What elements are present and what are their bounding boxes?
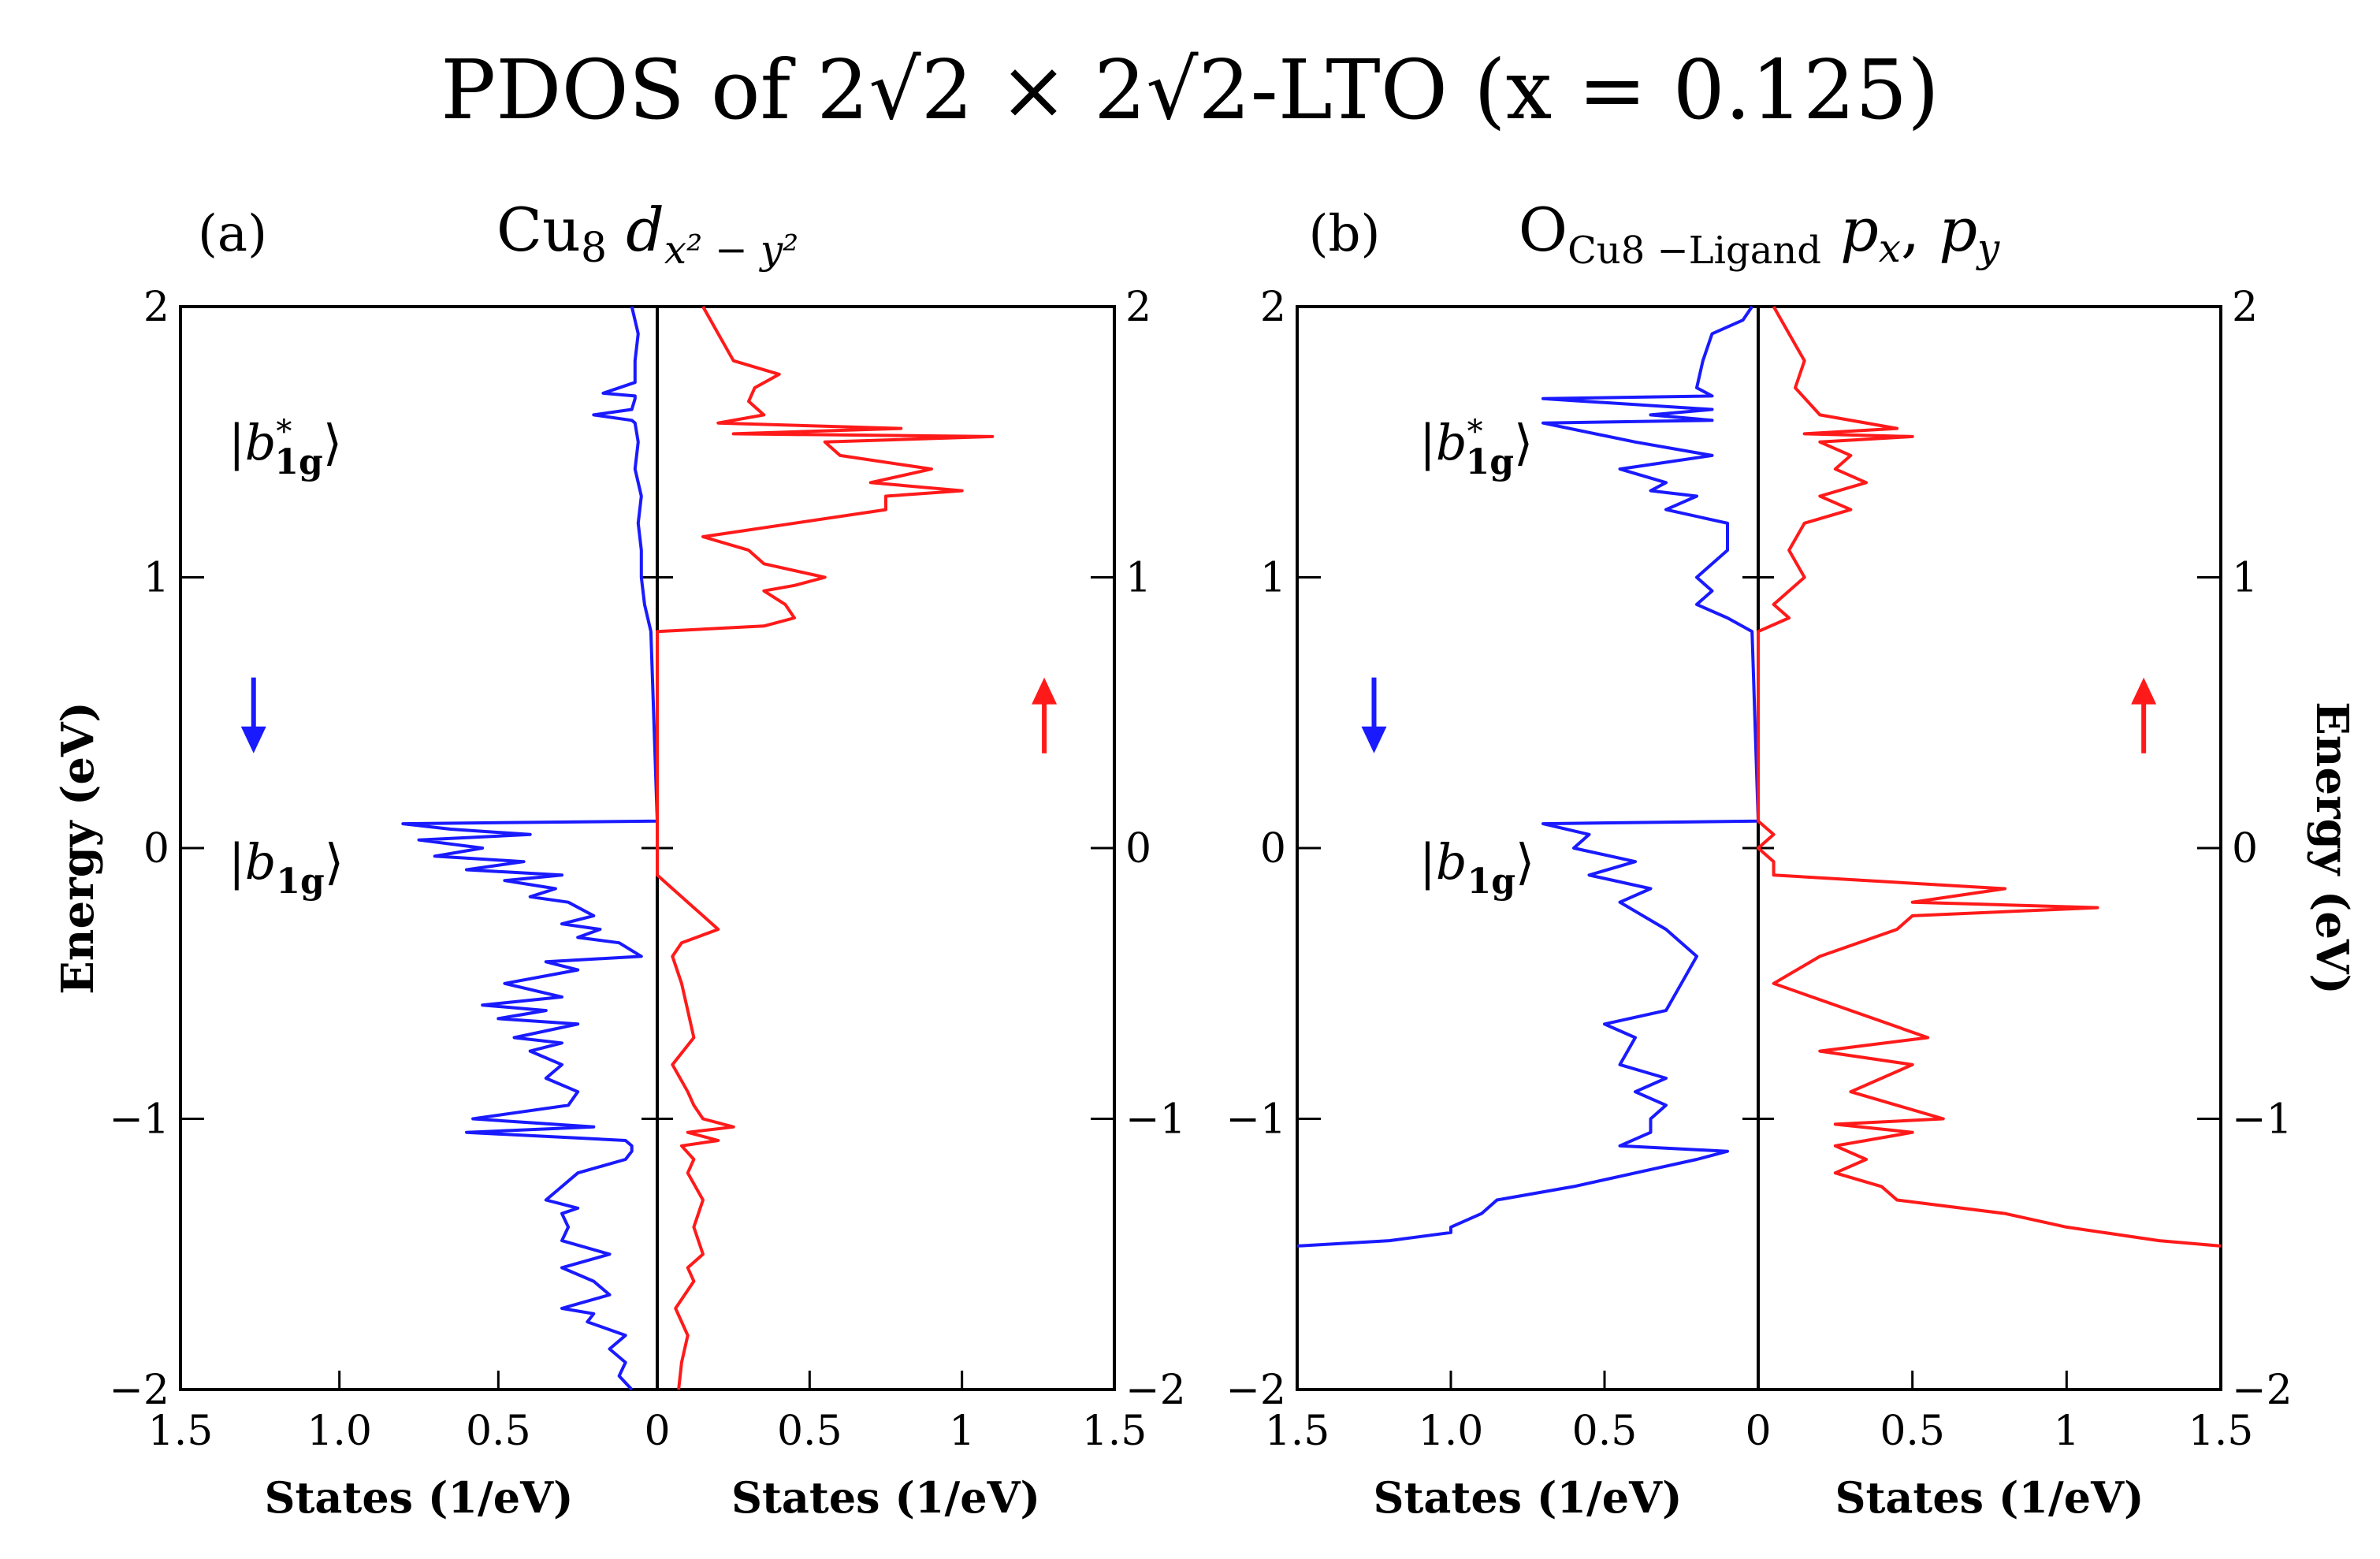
ytick-label-left: −1 xyxy=(1225,1096,1286,1144)
ket-symbol: b xyxy=(1436,833,1467,891)
title-orbital-2-sub: y xyxy=(1976,225,2000,271)
xlabel-right: States (1/eV) xyxy=(1835,1472,2144,1523)
ytick-label-right: −2 xyxy=(2232,1367,2293,1414)
title-orbital-2: p xyxy=(1939,195,1977,265)
xtick-label-right: 1 xyxy=(949,1408,975,1455)
spin-arrow-head xyxy=(2131,677,2157,705)
ket-symbol: b xyxy=(245,833,277,891)
ytick-label-right: −1 xyxy=(1125,1096,1186,1144)
annotation-b1g-star: |b* 1g⟩ xyxy=(229,414,342,482)
title-main: Cu xyxy=(496,195,581,265)
xtick-label-right: 0.5 xyxy=(777,1408,842,1455)
ytick-label-left: 0 xyxy=(143,825,169,873)
xlabel-left: States (1/eV) xyxy=(264,1472,573,1523)
panel-title: OCu8 −Ligand px, py xyxy=(1519,195,2000,273)
title-space xyxy=(1821,195,1840,265)
ytick-label-right: 1 xyxy=(2232,555,2258,602)
title-orbital: d xyxy=(626,195,664,265)
ket-bar: | xyxy=(1419,414,1436,471)
xtick-label-left: 1.5 xyxy=(148,1408,214,1455)
spin-up-dos-line xyxy=(656,306,995,1390)
ylabel: Energy (eV) xyxy=(52,701,104,995)
panel-title: Cu8 dx² − y² xyxy=(496,195,798,273)
ket-subscript: 1g xyxy=(1466,442,1514,482)
annotation-b1g-star: |b* 1g⟩ xyxy=(1419,414,1533,482)
panel-b: −2 −2 −1 −1 0 0 1 1 2 2 1.5 1.0 0.5 0 0.5 1 1.5 States (1… xyxy=(1225,195,2358,1523)
title-orbital-1-sub: x xyxy=(1879,225,1901,271)
ket-symbol: b xyxy=(1436,414,1467,471)
xlabel-left: States (1/eV) xyxy=(1373,1472,1682,1523)
ytick-label-left: −2 xyxy=(109,1367,169,1414)
xtick-label-right: 1.5 xyxy=(2188,1408,2254,1455)
ket-bar: | xyxy=(229,414,245,471)
ytick-label-left: −1 xyxy=(109,1096,169,1144)
xtick-label-right: 1.5 xyxy=(1082,1408,1147,1455)
ket-bracket: ⟩ xyxy=(1515,833,1534,891)
spin-arrow-head xyxy=(1032,677,1058,705)
spin-down-dos-line xyxy=(401,306,659,1391)
xtick-label-left: 0 xyxy=(1745,1408,1771,1455)
ytick-label-left: 1 xyxy=(1260,555,1286,602)
ket-subscript: 1g xyxy=(276,861,324,902)
title-orbital-1: p xyxy=(1840,195,1879,265)
panel-label: (a) xyxy=(198,205,267,263)
ytick-label-right: 0 xyxy=(2232,825,2258,873)
ytick-label-left: 0 xyxy=(1260,825,1286,873)
title-main-sub: Cu8 −Ligand xyxy=(1567,229,1821,273)
ytick-label-right: 0 xyxy=(1125,825,1151,873)
xtick-label-left: 1.0 xyxy=(307,1408,372,1455)
xlabel-right: States (1/eV) xyxy=(731,1472,1040,1523)
ket-symbol: b xyxy=(245,414,277,471)
spin-up-arrow xyxy=(2131,677,2157,753)
xtick-label-left: 1.0 xyxy=(1419,1408,1484,1455)
title-space xyxy=(607,195,626,265)
xtick-label-right: 0.5 xyxy=(1880,1408,1945,1455)
spin-arrow-head xyxy=(240,726,266,753)
ket-subscript: 1g xyxy=(1467,861,1515,902)
xtick-label-left: 0.5 xyxy=(466,1408,531,1455)
ytick-label-left: −2 xyxy=(1225,1367,1286,1414)
spin-up-dos-line xyxy=(1757,306,2222,1248)
xtick-label-right: 1 xyxy=(2054,1408,2080,1455)
ytick-label-left: 2 xyxy=(1260,284,1286,331)
xtick-label-left: 0 xyxy=(644,1408,670,1455)
spin-down-dos-line xyxy=(1296,305,1760,1248)
spin-down-arrow xyxy=(240,677,266,753)
title-separator: , xyxy=(1901,195,1939,265)
title-main: O xyxy=(1519,195,1567,265)
figure-title: PDOS of 2√2 × 2√2-LTO (x = 0.125) xyxy=(441,42,1939,138)
annotation-b1g: |b1g⟩ xyxy=(229,833,344,902)
ket-superscript: * xyxy=(276,414,292,450)
panel-label: (b) xyxy=(1309,205,1381,263)
ytick-label-left: 2 xyxy=(143,284,169,331)
ket-bracket: ⟩ xyxy=(1514,414,1533,471)
ket-bracket: ⟩ xyxy=(325,833,344,891)
xtick-label-left: 0.5 xyxy=(1572,1408,1638,1455)
ytick-label-right: 2 xyxy=(1125,284,1151,331)
spin-up-arrow xyxy=(1032,677,1058,753)
ket-bar: | xyxy=(1419,833,1436,891)
spin-arrow-head xyxy=(1361,726,1387,753)
ytick-label-right: 2 xyxy=(2232,284,2258,331)
ket-bracket: ⟩ xyxy=(323,414,342,471)
annotation-b1g: |b1g⟩ xyxy=(1419,833,1534,902)
ylabel: Energy (eV) xyxy=(2306,701,2358,995)
ytick-label-right: −2 xyxy=(1125,1367,1186,1414)
xtick-label-left: 1.5 xyxy=(1265,1408,1330,1455)
title-orbital-sub: x² − y² xyxy=(664,227,798,273)
ket-superscript: * xyxy=(1467,414,1483,450)
ket-subscript: 1g xyxy=(274,442,322,482)
ytick-label-right: 1 xyxy=(1125,555,1151,602)
ytick-label-left: 1 xyxy=(143,555,169,602)
ytick-label-right: −1 xyxy=(2232,1096,2293,1144)
ket-bar: | xyxy=(229,833,245,891)
spin-down-arrow xyxy=(1361,677,1387,753)
panel-a: −2 −2 −1 −1 0 0 1 1 2 2 1.5 1.0 0.5 0 0.5 1 1.5 States (1… xyxy=(52,195,1186,1523)
title-main-sub: 8 xyxy=(581,225,607,272)
